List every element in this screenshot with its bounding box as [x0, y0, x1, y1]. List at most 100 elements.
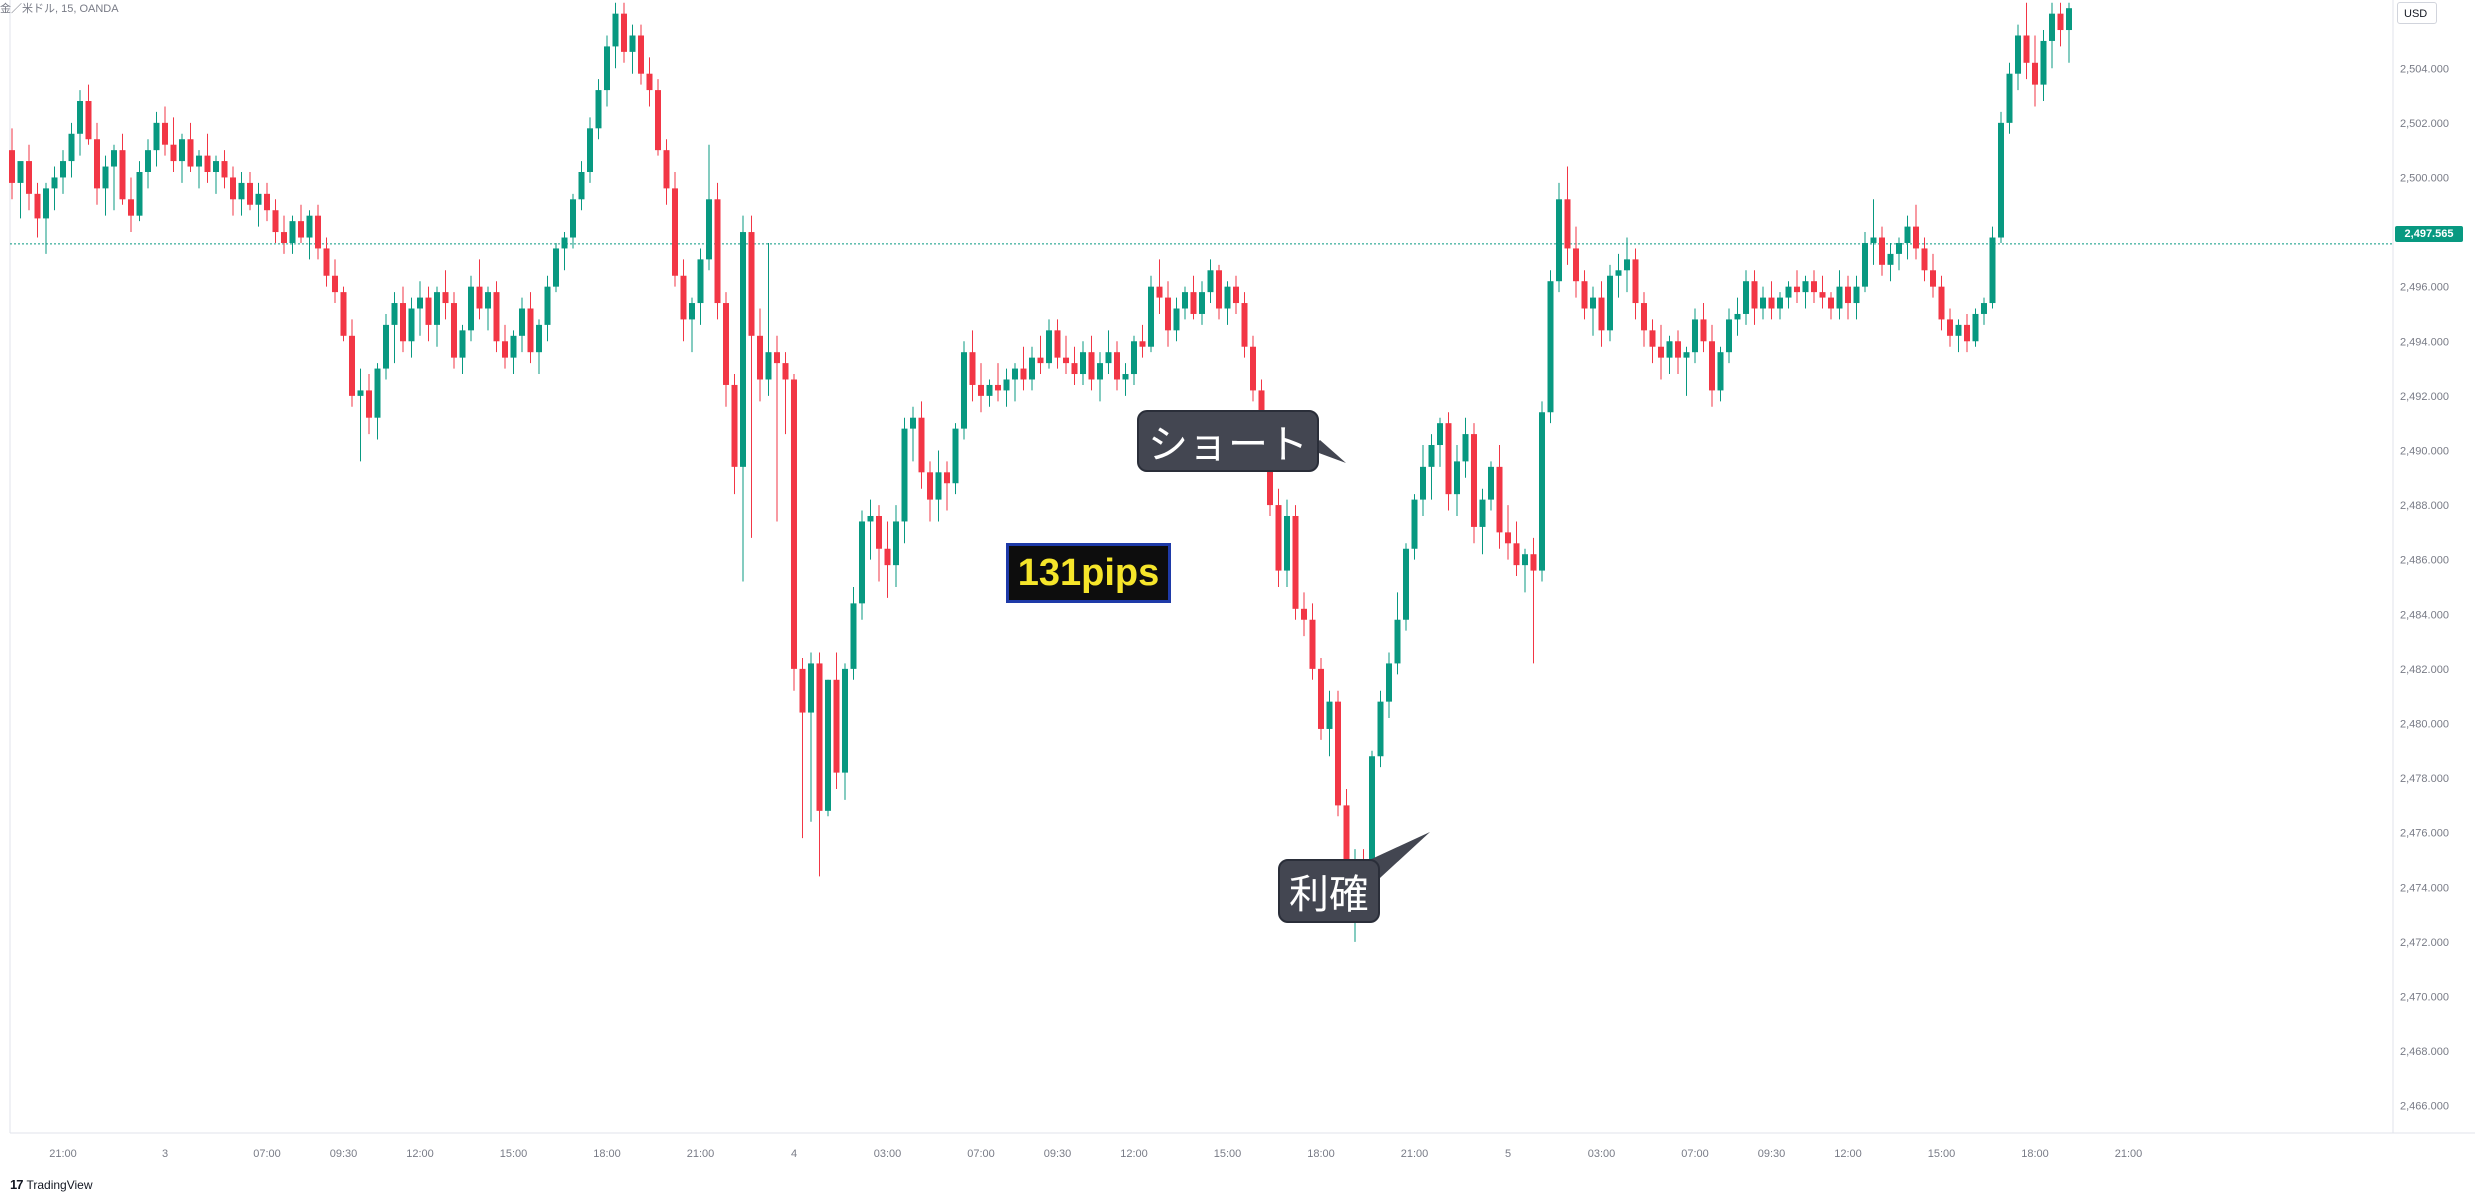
candle-body: [34, 193, 41, 219]
x-tick-label: 09:30: [330, 1148, 358, 1160]
candle-body: [1989, 237, 1996, 304]
candle-body: [536, 324, 542, 353]
take-profit-callout[interactable]: 利確: [1278, 859, 1380, 923]
candle-body: [927, 472, 933, 500]
candle-body: [595, 90, 602, 129]
tradingview-logo[interactable]: 17 TradingView: [10, 1177, 93, 1192]
candle-body: [1743, 281, 1749, 314]
candle-body: [935, 472, 942, 500]
candle-body: [374, 368, 381, 418]
candle-body: [1845, 286, 1851, 304]
candle-body: [1836, 286, 1843, 309]
candle-body: [1012, 368, 1018, 380]
time-scale[interactable]: 21:00 3 07:00 09:30 12:00 15:00 18:00 21:00 4 03:…: [49, 1148, 2142, 1160]
candle-body: [213, 161, 219, 172]
y-tick-label: 2,480.000: [2400, 718, 2449, 730]
candle-body: [1828, 297, 1834, 309]
y-tick-label: 2,492.000: [2400, 391, 2449, 403]
candle-body: [655, 90, 661, 151]
candle-body: [2006, 73, 2013, 123]
candle-body: [604, 46, 610, 91]
candle-body: [561, 237, 568, 249]
currency-button[interactable]: USD: [2397, 2, 2437, 24]
candle-body: [9, 150, 15, 183]
candle-body: [366, 390, 372, 418]
candle-body: [1105, 352, 1112, 364]
candle-body: [1394, 619, 1401, 664]
x-tick-label: 03:00: [1588, 1148, 1616, 1160]
candle-body: [1930, 270, 1936, 287]
y-tick-label: 2,486.000: [2400, 555, 2449, 567]
candle-body: [689, 303, 695, 320]
y-tick-label: 2,484.000: [2400, 609, 2449, 621]
candle-body: [1318, 668, 1324, 729]
candle-body: [1335, 701, 1341, 806]
candle-body: [264, 193, 270, 211]
y-tick-label: 2,466.000: [2400, 1101, 2449, 1113]
candle-body: [901, 428, 908, 522]
candle-body: [1649, 330, 1656, 347]
candle-body: [417, 297, 423, 309]
candle-body: [1794, 286, 1800, 293]
candle-body: [1785, 286, 1792, 298]
x-tick-label: 09:30: [1758, 1148, 1786, 1160]
candle-body: [1683, 352, 1690, 358]
candle-body: [43, 188, 49, 219]
candle-body: [238, 182, 245, 200]
candle-body: [1343, 805, 1350, 893]
candle-body: [60, 161, 66, 178]
candle-body: [1947, 319, 1953, 336]
candle-body: [1547, 281, 1554, 413]
candle-body: [1046, 330, 1052, 364]
candle-body: [196, 155, 202, 167]
candle-body: [1879, 237, 1885, 265]
candle-body: [859, 521, 865, 604]
candle-body: [1709, 341, 1715, 391]
candle-body: [825, 679, 831, 811]
candle-body: [119, 150, 126, 200]
short-entry-callout[interactable]: ショート: [1137, 410, 1319, 472]
candle-body: [1615, 270, 1622, 276]
candle-body: [502, 341, 508, 358]
candle-body: [1411, 499, 1418, 549]
candle-body: [1088, 352, 1095, 380]
candle-body: [638, 35, 644, 74]
candle-body: [1819, 292, 1826, 298]
candle-body: [740, 232, 746, 467]
candle-body: [842, 668, 848, 773]
candle-body: [952, 428, 959, 484]
candle-body: [774, 352, 780, 364]
candle-body: [731, 384, 738, 467]
candle-body: [1607, 275, 1613, 331]
candle-body: [1071, 363, 1078, 375]
candle-body: [570, 199, 576, 238]
candle-body: [680, 275, 687, 320]
price-scale[interactable]: 2,504.0002,502.0002,500.0002,498.0002,49…: [2400, 63, 2449, 1112]
x-tick-label: 15:00: [1214, 1148, 1242, 1160]
candle-body: [1717, 352, 1724, 391]
candle-body: [1097, 363, 1103, 380]
candle-body: [2015, 35, 2021, 74]
candle-body: [1173, 308, 1180, 331]
candle-body: [306, 215, 313, 238]
candle-body: [1938, 286, 1945, 320]
candle-body: [17, 161, 24, 183]
candle-body: [434, 292, 440, 325]
candle-body: [553, 248, 559, 287]
candle-body: [145, 150, 151, 172]
candle-body: [323, 248, 330, 276]
candle-body: [850, 603, 857, 669]
x-tick-label: 4: [791, 1148, 797, 1160]
candle-body: [587, 128, 593, 172]
candle-body: [204, 155, 211, 172]
y-tick-label: 2,488.000: [2400, 500, 2449, 512]
candle-body: [1964, 324, 1970, 342]
candle-body: [969, 352, 976, 385]
candle-body: [1003, 379, 1010, 391]
candle-body: [1802, 281, 1809, 293]
candle-body: [1224, 286, 1231, 309]
x-tick-label: 15:00: [500, 1148, 528, 1160]
y-tick-label: 2,500.000: [2400, 172, 2449, 184]
x-tick-label: 5: [1505, 1148, 1511, 1160]
